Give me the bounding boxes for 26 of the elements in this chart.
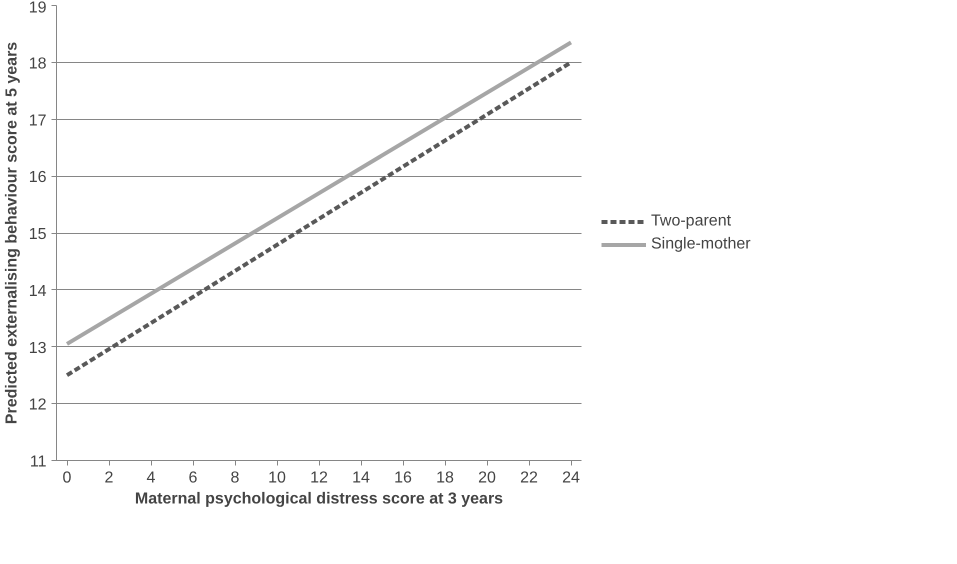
y-tick-label: 15 [28,226,47,243]
x-tick-label: 20 [478,470,496,486]
x-tick-label: 14 [352,470,370,486]
y-tick-label: 16 [28,169,47,186]
x-tick-label: 18 [436,470,454,486]
y-tick-label: 11 [30,454,47,470]
y-tick-label: 18 [28,55,47,72]
x-axis-title: Maternal psychological distress score at 3 years [134,490,504,508]
x-tick-label: 8 [230,470,240,486]
x-tick-label: 2 [104,470,114,486]
x-tick-label: 6 [188,470,198,486]
x-tick-label: 12 [310,470,328,486]
y-tick-label: 14 [28,282,47,300]
x-tick-label: 4 [146,470,156,486]
y-tick-label: 19 [28,0,47,16]
y-tick-label: 13 [28,340,47,357]
x-tick-label: 24 [562,470,580,486]
y-tick-label: 17 [28,112,47,130]
x-tick-label: 10 [268,470,286,486]
x-tick-label: 16 [394,470,412,486]
x-tick-label: 22 [520,470,538,486]
y-tick-label: 12 [28,396,47,414]
legend-label: Single-mother [651,235,751,253]
x-tick-label: 0 [62,470,72,486]
legend-label: Two-parent [651,212,732,230]
y-axis-title: Predicted externalising behaviour score at 5 years [4,42,21,424]
